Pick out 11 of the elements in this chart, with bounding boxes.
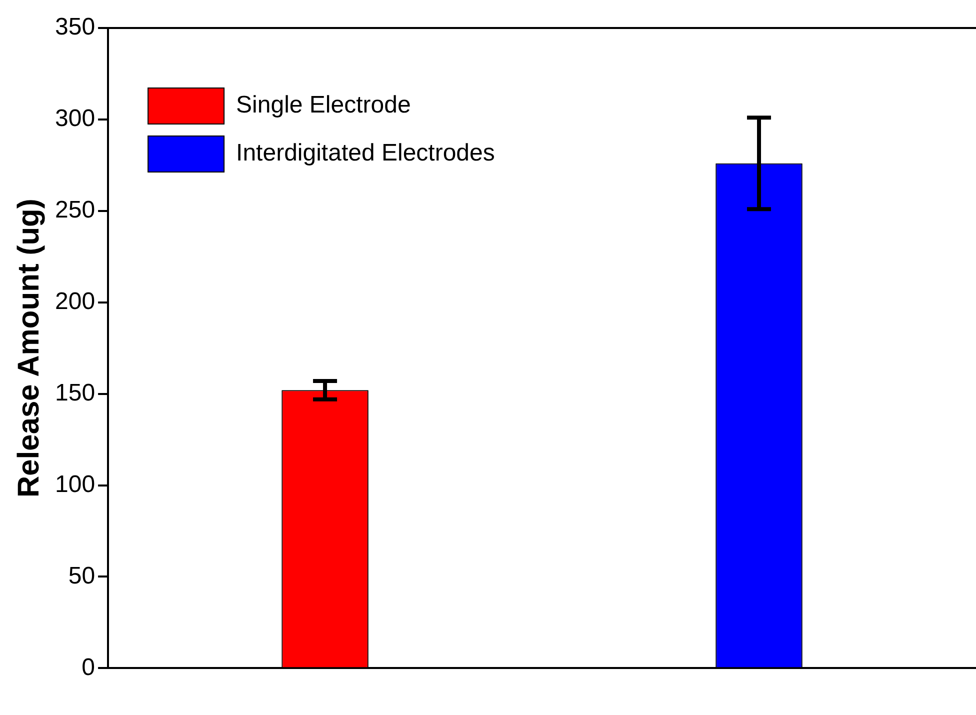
y-tick-label: 350 [54,14,96,41]
y-tick-label: 100 [54,470,96,498]
y-tick-label: 300 [54,105,96,132]
y-axis-title: Release Amount (ug) [12,198,46,498]
y-tick-label: 250 [54,196,96,224]
legend-label: Single Electrode [236,92,411,119]
y-tick-label: 200 [54,288,96,315]
legend-label: Interdigitated Electrodes [236,140,495,167]
y-tick-label: 0 [82,654,96,681]
y-tick-label: 150 [54,379,96,406]
y-tick-label: 50 [68,562,96,590]
